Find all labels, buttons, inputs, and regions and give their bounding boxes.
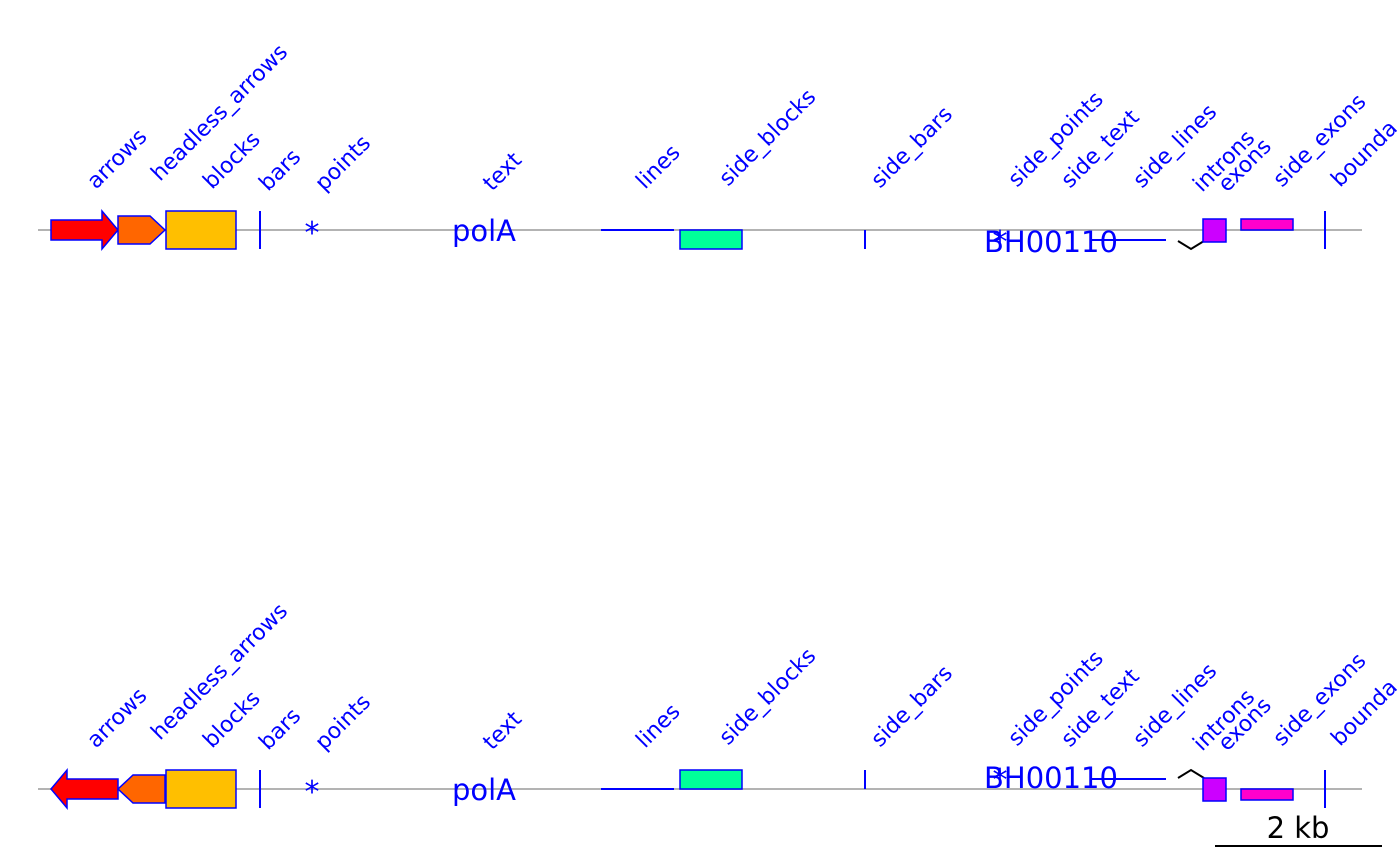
block-feature-2	[165, 769, 237, 809]
arrow-feature-2	[50, 767, 119, 811]
feature-label-arrows: arrows	[83, 125, 153, 195]
feature-label-side-blocks: side_blocks	[715, 85, 822, 192]
intron-feature-1	[1177, 240, 1205, 251]
block-feature-1	[165, 210, 237, 250]
feature-label-lines: lines	[632, 140, 686, 194]
sequence-track-1: * polA BH00110 * arrows headless_arrows …	[38, 40, 1400, 260]
text-feature-2: polA	[452, 773, 516, 807]
side-exon-feature-2	[1240, 788, 1294, 801]
feature-label-points: points	[311, 690, 376, 755]
scale-bar-label: 2 kb	[1267, 811, 1330, 845]
point-feature-1: *	[305, 216, 320, 251]
point-feature-2: *	[305, 775, 320, 810]
exon-feature-1	[1202, 218, 1227, 243]
feature-label-side-bars: side_bars	[867, 102, 958, 193]
feature-label-points: points	[311, 131, 376, 196]
side-block-feature-2	[679, 769, 743, 790]
feature-label-arrows: arrows	[83, 684, 153, 754]
feature-label-bars: bars	[255, 145, 307, 197]
feature-label-lines: lines	[632, 699, 686, 753]
side-exon-feature-1	[1240, 218, 1294, 231]
arrow-feature-1	[50, 208, 119, 252]
feature-label-text: text	[479, 148, 528, 197]
feature-label-text: text	[479, 707, 528, 756]
side-text-feature-1: BH00110	[984, 225, 1118, 259]
feature-label-bars: bars	[255, 704, 307, 756]
feature-label-side-bars: side_bars	[867, 661, 958, 752]
side-point-feature-1: *	[993, 225, 1008, 260]
sequence-track-2: * polA BH00110 * arrows headless_arrows …	[38, 599, 1400, 811]
headless-arrow-feature-1	[117, 215, 167, 245]
feature-label-side-blocks: side_blocks	[715, 644, 822, 751]
feature-labels-1: arrows headless_arrows blocks bars point…	[83, 40, 1400, 197]
feature-labels-2: arrows headless_arrows blocks bars point…	[83, 599, 1400, 756]
scale-bar: 2 kb	[1215, 811, 1382, 847]
intron-feature-2	[1177, 768, 1205, 779]
exon-feature-2	[1202, 777, 1227, 802]
side-point-feature-2: *	[993, 763, 1008, 798]
side-block-feature-1	[679, 229, 743, 250]
text-feature-1: polA	[452, 214, 516, 248]
headless-arrow-feature-2	[116, 774, 166, 804]
